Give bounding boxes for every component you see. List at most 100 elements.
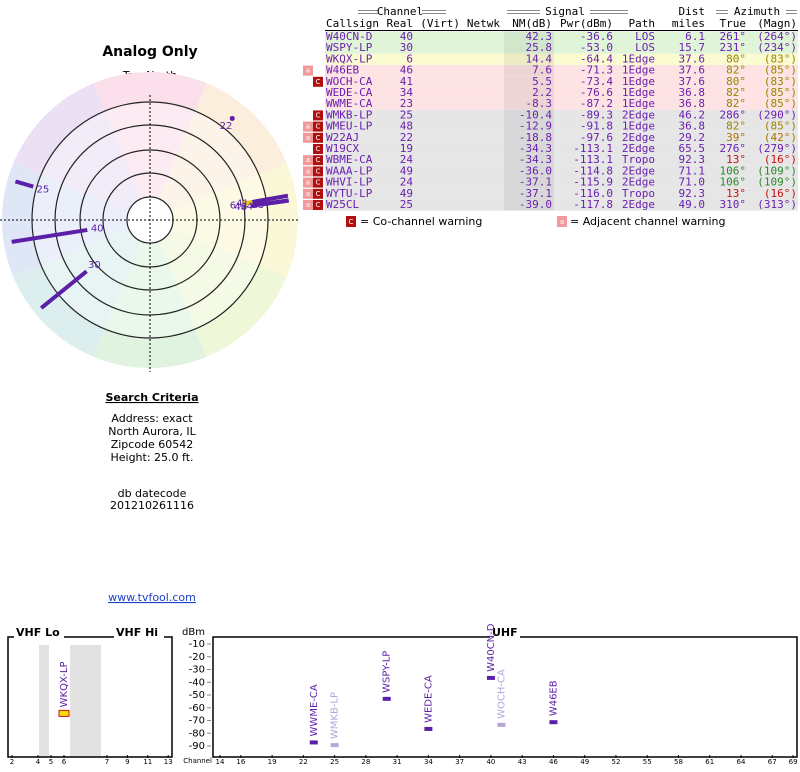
warning-letter: C (316, 167, 321, 175)
cell-dist: 71.1 (679, 164, 706, 177)
cell-real: 34 (400, 86, 414, 99)
column-header: (Virt) (420, 17, 460, 30)
warning-letter: a (306, 156, 310, 164)
x-tick-label: 9 (125, 758, 129, 766)
warning-letter: C (316, 145, 321, 153)
cell-magn: (290°) (757, 108, 797, 121)
cell-path: 2Edge (622, 131, 655, 144)
co-channel-icon (313, 200, 323, 210)
station-name: W46EB (548, 680, 559, 716)
cell-path: 1Edge (622, 86, 655, 99)
station-name: WOCH-CA (496, 669, 507, 719)
cell-callsign: WAAA-LP (326, 164, 373, 177)
group-header: Dist (679, 5, 706, 18)
cell-dist: 65.5 (679, 142, 706, 155)
station-ray (39, 269, 88, 310)
x-tick-label: 58 (674, 758, 683, 766)
site-link[interactable]: www.tvfool.com (108, 591, 196, 604)
warning-letter: C (316, 123, 321, 131)
cell-real: 25 (400, 108, 413, 121)
column-header: Pwr(dBm) (560, 17, 613, 30)
cell-magn: (16°) (764, 153, 797, 166)
x-tick-label: 6 (62, 758, 67, 766)
polar-sector (150, 220, 287, 357)
cell-pwr: -113.1 (573, 142, 613, 155)
cell-callsign: WKQX-LP (326, 52, 373, 65)
cell-true: 261° (720, 30, 747, 43)
cell-dist: 36.8 (679, 86, 706, 99)
station-dot (229, 115, 235, 121)
cell-nm: -8.3 (526, 97, 553, 110)
nm-column-shade (504, 121, 554, 133)
column-header: Callsign (326, 17, 379, 30)
cell-real: 24 (400, 153, 414, 166)
cell-pwr: -116.0 (573, 187, 613, 200)
x-tick-label: 40 (486, 758, 495, 766)
station-bar (497, 722, 506, 727)
row-background (325, 42, 798, 54)
row-background (325, 121, 798, 133)
cell-nm: -34.3 (519, 153, 552, 166)
cell-path: 1Edge (622, 97, 655, 110)
cell-true: 13° (726, 187, 746, 200)
cell-magn: (83°) (764, 75, 797, 88)
legend-text: = Co-channel warning (360, 215, 482, 228)
x-tick-label: 67 (768, 758, 777, 766)
cell-callsign: WMEU-LP (326, 120, 373, 133)
station-name: WEDE-CA (423, 675, 434, 723)
y-tick-label: -70 (189, 716, 205, 727)
nm-column-shade (504, 165, 554, 177)
row-background (325, 76, 798, 88)
polar-sector (93, 220, 207, 368)
cell-real: 30 (400, 41, 413, 54)
cell-dist: 46.2 (679, 108, 706, 121)
row-background (325, 31, 798, 43)
cell-nm: -12.9 (519, 120, 552, 133)
adjacent-icon (303, 121, 313, 132)
cell-dist: 37.6 (679, 52, 706, 65)
band-label-bg (14, 626, 64, 640)
polar-sector (93, 72, 207, 221)
nm-column-shade (504, 188, 554, 200)
station-bar (549, 720, 558, 725)
warning-letter: a (306, 190, 310, 198)
warning-letter: C (316, 78, 321, 86)
column-header: Netwk (467, 17, 500, 30)
column-header: Path (629, 17, 656, 30)
x-tick-label: 28 (361, 758, 370, 766)
warning-letter: C (316, 201, 321, 209)
cell-true: 80° (726, 75, 746, 88)
y-tick-label: -60 (189, 703, 205, 714)
cell-callsign: WOCH-CA (326, 75, 373, 88)
cell-true: 106° (720, 164, 747, 177)
column-header: (Magn) (757, 17, 797, 30)
row-background (325, 53, 798, 65)
station-ray (252, 193, 289, 204)
cell-magn: (313°) (757, 198, 797, 211)
legend-icon-letter: C (349, 218, 354, 226)
cell-dist: 37.6 (679, 75, 706, 88)
y-tick-label: -30 (189, 665, 205, 676)
station-bar (58, 709, 70, 717)
cell-real: 22 (400, 131, 413, 144)
warning-letter: a (306, 201, 310, 209)
x-tick-label: 46 (549, 758, 558, 766)
x-tick-label: 16 (236, 758, 245, 766)
cell-path: 2Edge (622, 108, 655, 121)
cell-dist: 49.0 (679, 198, 706, 211)
row-background (325, 109, 798, 121)
adjacent-icon (303, 65, 313, 76)
cell-nm: 2.2 (532, 86, 552, 99)
search-title: Search Criteria (105, 391, 198, 404)
column-header: NM(dB) (512, 17, 552, 30)
y-tick-label: -20 (189, 652, 205, 663)
cell-real: 24 (400, 176, 414, 189)
cell-real: 46 (400, 64, 413, 77)
x-tick-label: 52 (611, 758, 620, 766)
co-channel-icon (313, 155, 323, 166)
cell-nm: -34.3 (519, 142, 552, 155)
cell-callsign: WBME-CA (326, 153, 373, 166)
station-bar (330, 743, 339, 748)
station-ray (14, 179, 34, 189)
y-tick-label: -90 (189, 741, 205, 752)
